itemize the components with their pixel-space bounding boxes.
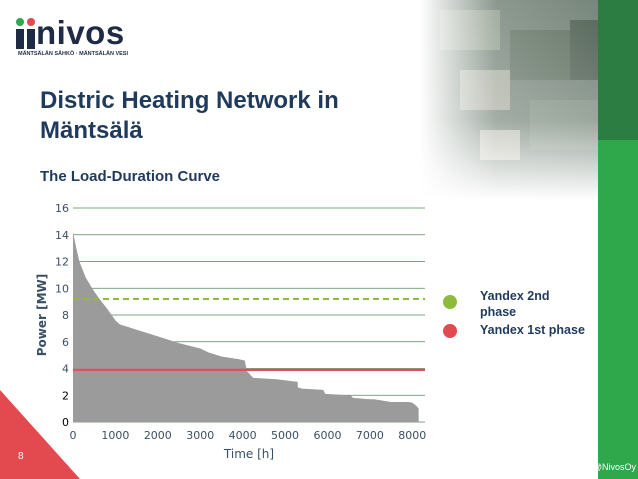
x-tick-label-3000: 3000 — [186, 429, 214, 442]
x-tick-label-4000: 4000 — [229, 429, 257, 442]
logo-text: nivos — [36, 14, 125, 51]
legend-item-1st-phase: Yandex 1st phase — [443, 322, 603, 342]
x-tick-label-6000: 6000 — [313, 429, 341, 442]
y-axis-label: Power [MW] — [35, 274, 49, 357]
social-handle: @NivosOy — [592, 462, 636, 472]
y-tick-label-4: 4 — [62, 363, 69, 376]
logo-tagline: MÄNTSÄLÄN SÄHKÖ · MÄNTSÄLÄN VESI — [18, 51, 128, 57]
y-tick-label-16: 16 — [55, 202, 69, 215]
y-tick-label-12: 12 — [55, 256, 69, 269]
y-tick-label-6: 6 — [62, 336, 69, 349]
x-tick-label-7000: 7000 — [356, 429, 384, 442]
y-tick-label-10: 10 — [55, 282, 69, 295]
legend-label-1st-phase: Yandex 1st phase — [480, 323, 585, 337]
x-tick-label-2000: 2000 — [144, 429, 172, 442]
slide-title: Distric Heating Network in Mäntsälä — [40, 87, 339, 144]
legend-label-2nd-phase: Yandex 2nd phase — [480, 289, 550, 319]
legend-dot-red-icon — [443, 324, 457, 338]
nivos-logo: nivos MÄNTSÄLÄN SÄHKÖ · MÄNTSÄLÄN VESI — [12, 10, 132, 60]
load-duration-area — [73, 232, 419, 422]
x-axis-label: Time [h] — [223, 447, 274, 461]
y-tick-label-14: 14 — [55, 229, 69, 242]
chart-subtitle: The Load-Duration Curve — [40, 168, 221, 185]
y-tick-label-0: 0 — [62, 416, 69, 429]
legend-item-2nd-phase: Yandex 2nd phase — [443, 288, 603, 322]
legend-dot-green-icon — [443, 295, 457, 309]
x-tick-label-8000: 8000 — [398, 429, 426, 442]
logo-mark-icon — [16, 18, 35, 49]
x-tick-label-0: 0 — [70, 429, 77, 442]
x-tick-label-5000: 5000 — [271, 429, 299, 442]
legend: Yandex 2nd phase Yandex 1st phase — [443, 288, 603, 342]
red-corner-triangle — [0, 390, 80, 479]
y-tick-label-2: 2 — [62, 389, 69, 402]
y-tick-label-8: 8 — [62, 309, 69, 322]
green-side-bar — [598, 0, 638, 479]
x-tick-label-1000: 1000 — [101, 429, 129, 442]
page-number: 8 — [18, 451, 24, 462]
